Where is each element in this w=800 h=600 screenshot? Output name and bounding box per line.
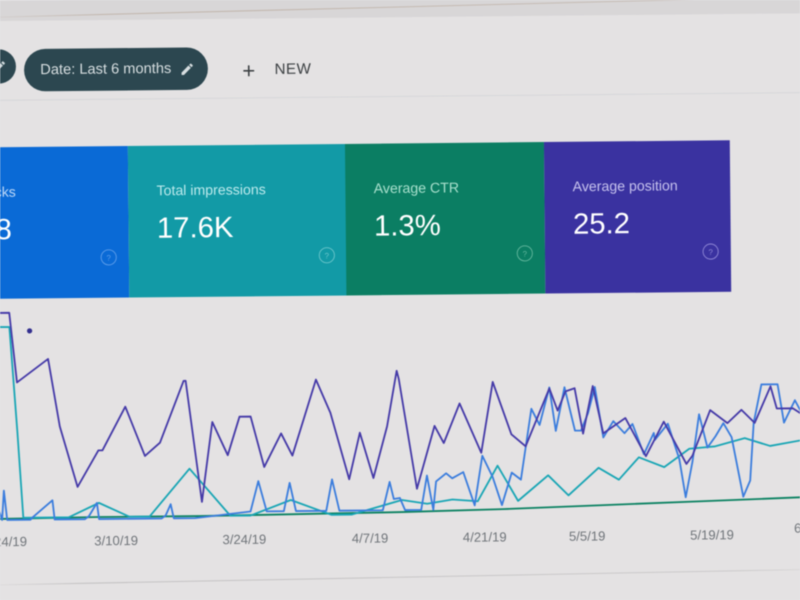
svg-text:?: ? <box>325 251 330 260</box>
svg-text:?: ? <box>106 254 111 263</box>
svg-text:?: ? <box>523 250 528 259</box>
svg-text:?: ? <box>708 248 713 257</box>
